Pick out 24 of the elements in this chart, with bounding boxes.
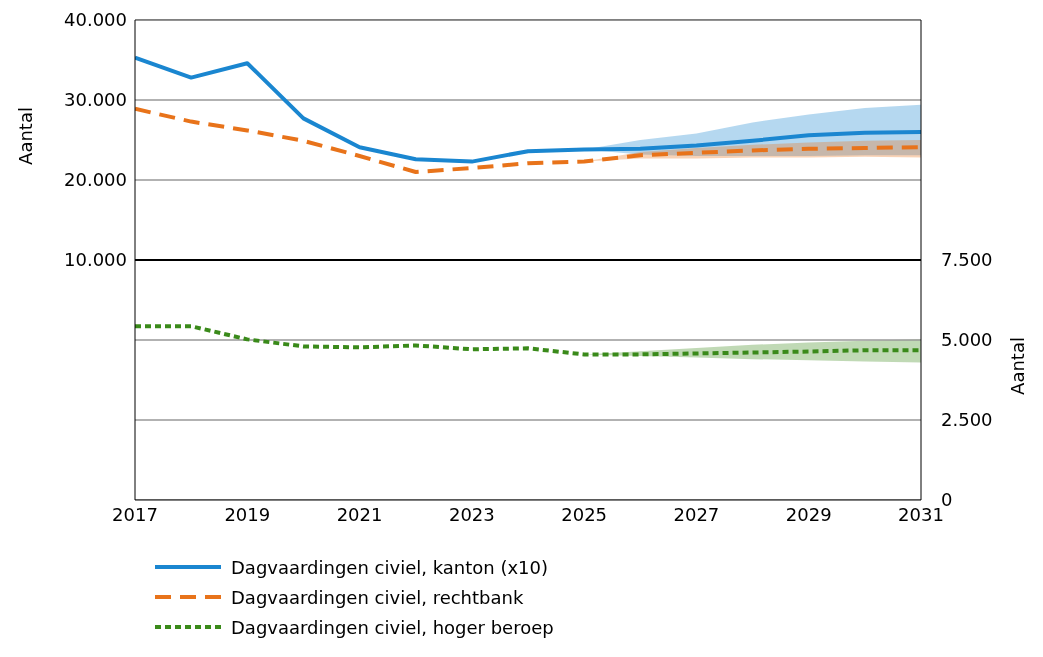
legend-label: Dagvaardingen civiel, rechtbank: [231, 586, 524, 608]
y2-tick-label: 7.500: [941, 249, 993, 271]
y2-tick-label: 2.500: [941, 409, 993, 431]
legend-label: Dagvaardingen civiel, hoger beroep: [231, 616, 554, 638]
x-tick-label: 2031: [898, 503, 944, 525]
x-tick-label: 2025: [561, 503, 608, 525]
x-tick-label: 2021: [336, 503, 383, 525]
line-series: [135, 106, 921, 174]
y-tick-label: 10.000: [64, 249, 127, 271]
y2-tick-label: 0: [941, 489, 953, 511]
x-tick-label: 2029: [785, 503, 832, 525]
y-tick-label: 40.000: [64, 9, 127, 31]
x-tick-label: 2019: [224, 503, 271, 525]
y-axis-title: Aantal: [15, 107, 36, 165]
x-tick-label: 2017: [112, 503, 158, 525]
x-tick-label: 2027: [673, 503, 720, 525]
y2-tick-label: 5.000: [941, 329, 993, 351]
line-series: [135, 324, 921, 357]
y2-axis-title: Aantal: [1007, 337, 1028, 395]
y-tick-label: 30.000: [64, 89, 127, 111]
y-tick-label: 20.000: [64, 169, 127, 191]
line-series: [135, 55, 921, 164]
legend-label: Dagvaardingen civiel, kanton (x10): [231, 556, 548, 578]
x-tick-label: 2023: [448, 503, 495, 525]
